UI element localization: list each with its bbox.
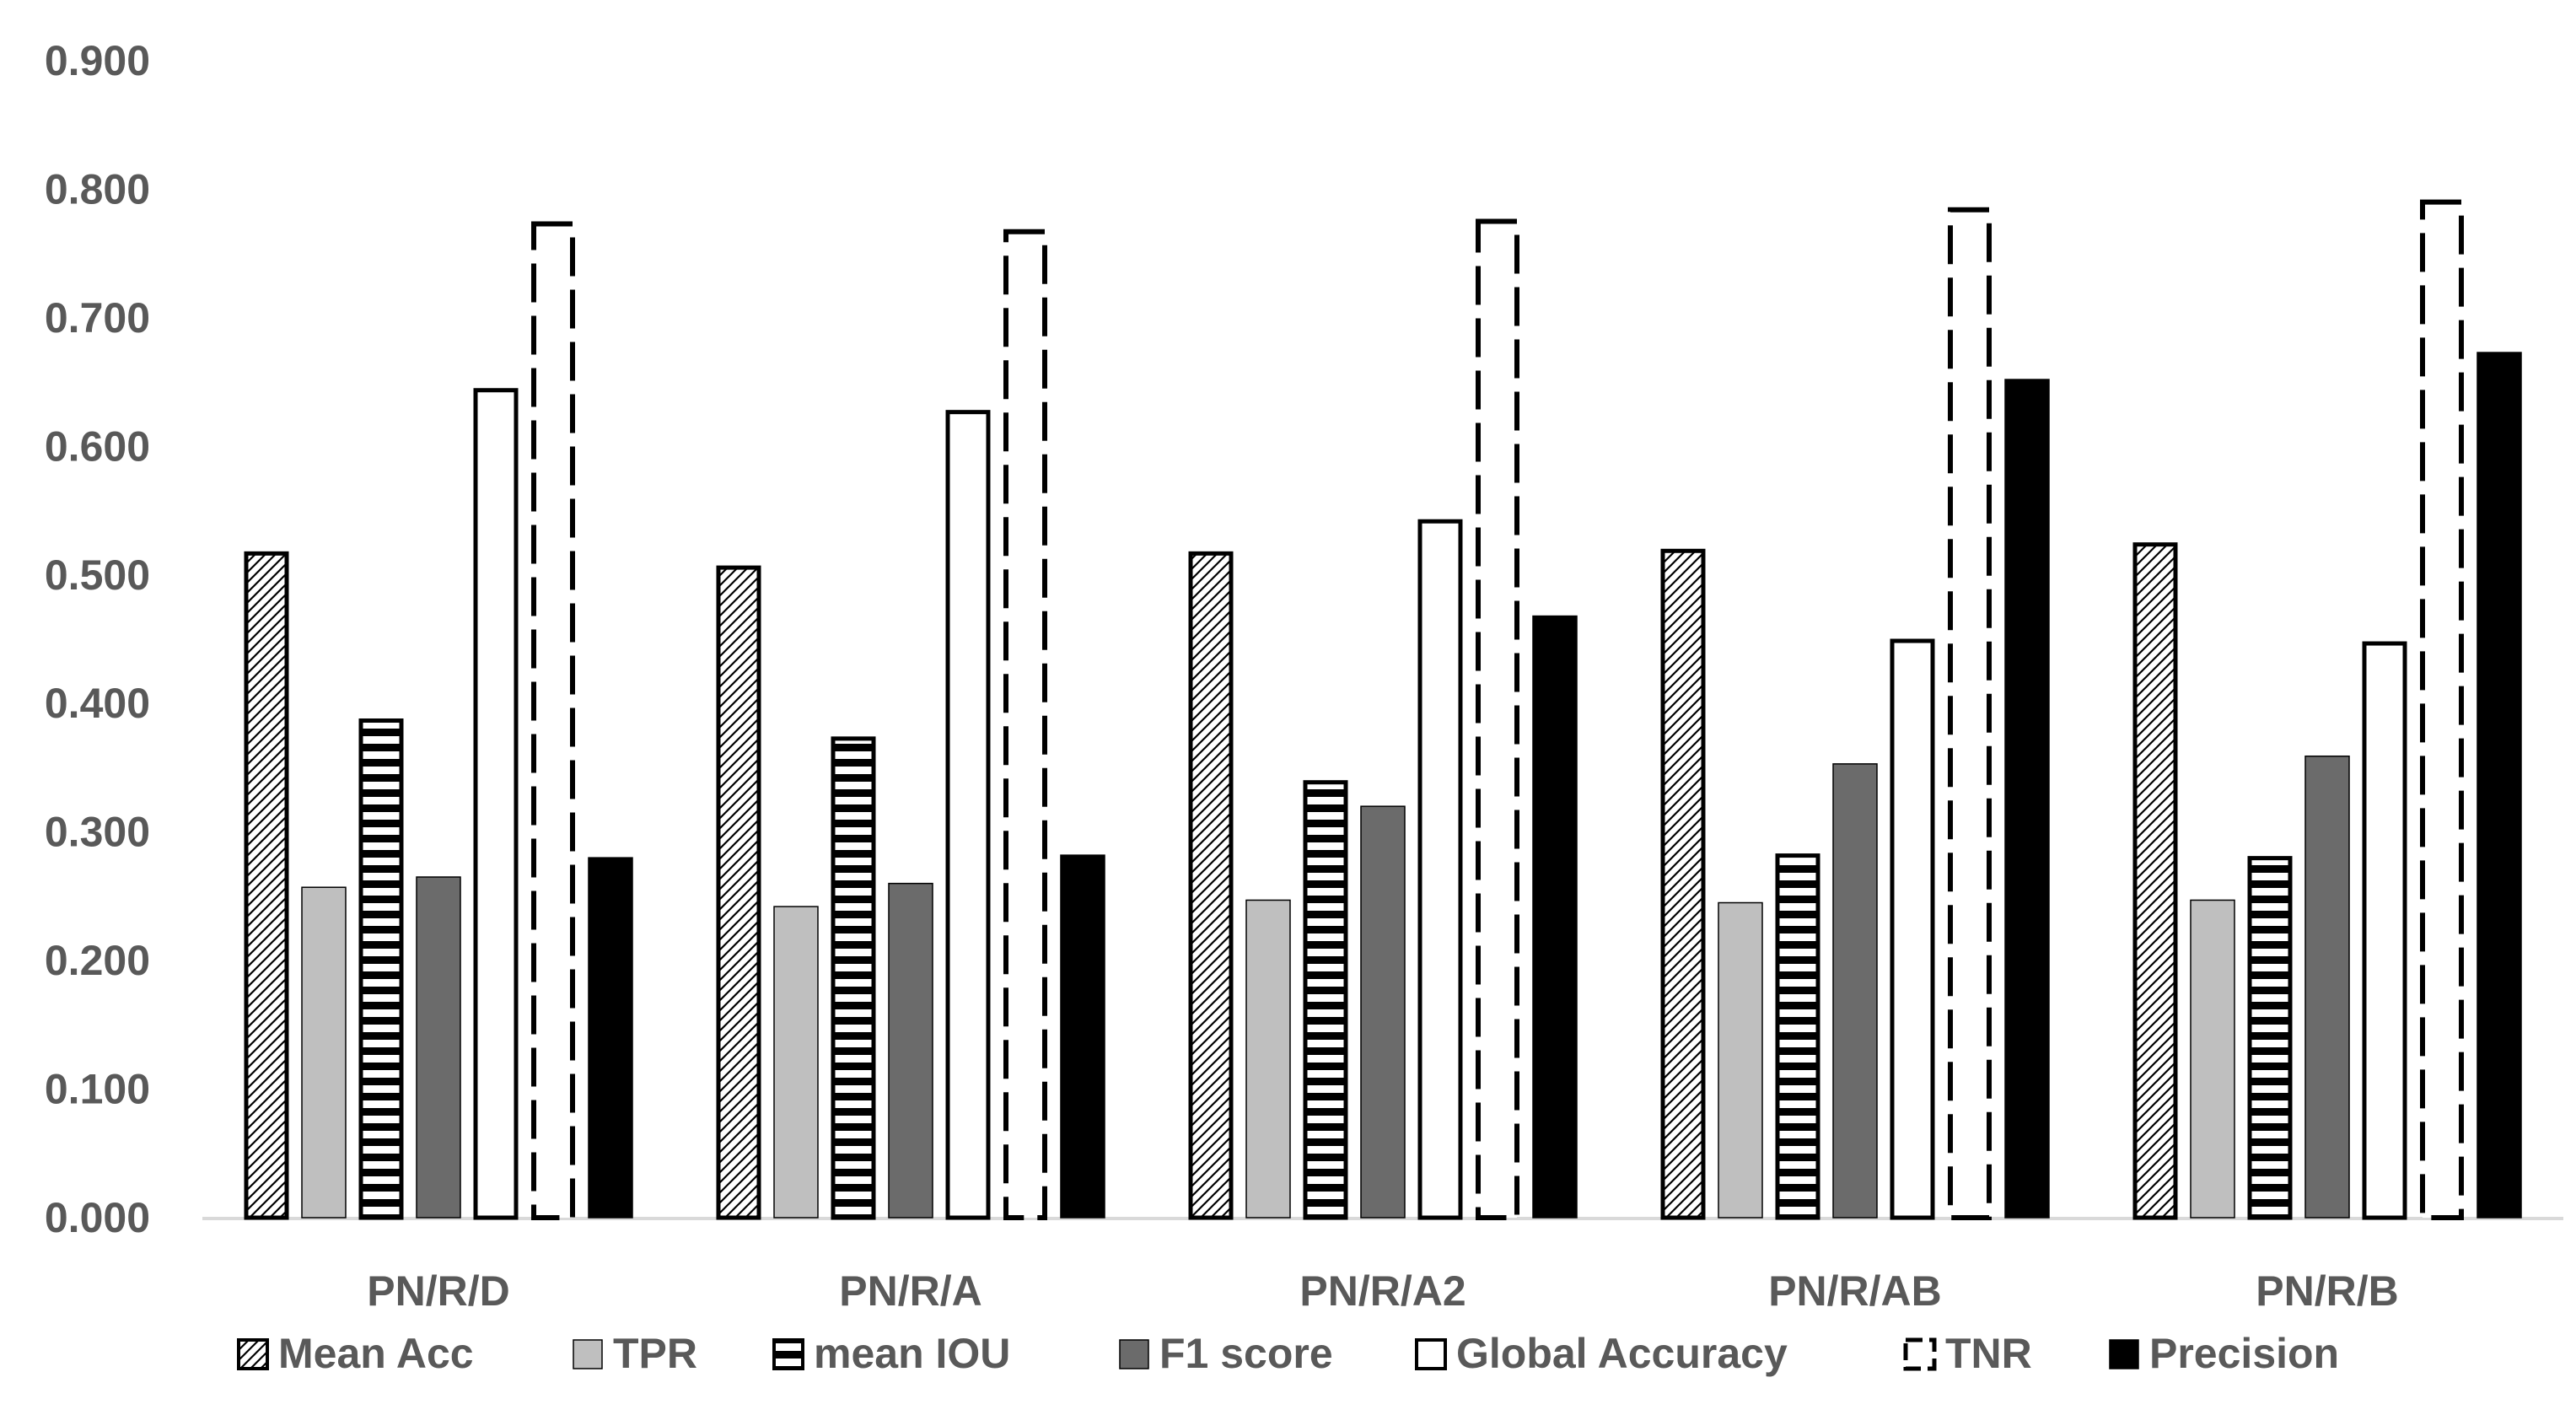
bar-tpr-pn-r-ab bbox=[1718, 901, 1763, 1219]
bar-tnr-pn-r-b bbox=[2420, 199, 2464, 1220]
legend-label: TPR bbox=[613, 1330, 697, 1377]
x-category-label: PN/R/A2 bbox=[1299, 1267, 1465, 1315]
y-tick-label: 0.600 bbox=[45, 422, 150, 470]
bar-tnr-pn-r-d bbox=[531, 221, 575, 1220]
bar-precision-pn-r-b bbox=[2477, 352, 2522, 1219]
x-category-label: PN/R/AB bbox=[1768, 1267, 1942, 1315]
bar-tnr-pn-r-a bbox=[1003, 229, 1047, 1220]
bar-global-accuracy-pn-r-a2 bbox=[1417, 519, 1463, 1220]
bar-f1-score-pn-r-a2 bbox=[1360, 805, 1406, 1219]
legend-swatch-precision bbox=[2109, 1339, 2139, 1369]
bar-global-accuracy-pn-r-d bbox=[473, 388, 519, 1220]
legend-swatch-f1-score bbox=[1119, 1339, 1149, 1369]
bar-mean-acc-pn-r-ab bbox=[1660, 548, 1706, 1220]
x-category-label: PN/R/D bbox=[367, 1267, 509, 1315]
bar-mean-acc-pn-r-a bbox=[716, 565, 761, 1220]
bar-mean-iou-pn-r-b bbox=[2247, 856, 2293, 1220]
y-tick-label: 0.100 bbox=[45, 1066, 150, 1113]
bar-tnr-pn-r-ab bbox=[1948, 207, 1992, 1221]
y-tick-label: 0.000 bbox=[45, 1194, 150, 1241]
bar-tnr-pn-r-a2 bbox=[1476, 218, 1519, 1220]
bar-tpr-pn-r-a2 bbox=[1245, 899, 1291, 1219]
legend-swatch-mean-iou bbox=[772, 1338, 804, 1370]
legend-swatch-tnr bbox=[1903, 1337, 1937, 1371]
bar-mean-iou-pn-r-ab bbox=[1775, 853, 1820, 1220]
bar-global-accuracy-pn-r-a bbox=[945, 410, 991, 1220]
bar-precision-pn-r-a2 bbox=[1532, 615, 1578, 1219]
bar-mean-acc-pn-r-b bbox=[2132, 542, 2178, 1220]
bar-global-accuracy-pn-r-ab bbox=[1890, 638, 1935, 1220]
bar-tpr-pn-r-a bbox=[773, 906, 819, 1219]
bar-f1-score-pn-r-b bbox=[2304, 755, 2350, 1219]
legend-label: TNR bbox=[1945, 1330, 2032, 1377]
y-tick-label: 0.400 bbox=[45, 680, 150, 727]
y-tick-label: 0.200 bbox=[45, 937, 150, 984]
bar-mean-acc-pn-r-a2 bbox=[1188, 551, 1234, 1220]
bar-f1-score-pn-r-d bbox=[416, 876, 461, 1219]
legend-swatch-global-accuracy bbox=[1415, 1338, 1447, 1370]
legend-label: Precision bbox=[2149, 1330, 2339, 1377]
bar-global-accuracy-pn-r-b bbox=[2362, 641, 2407, 1220]
bar-tpr-pn-r-d bbox=[301, 886, 347, 1219]
y-tick-label: 0.300 bbox=[45, 809, 150, 856]
legend-swatch-tpr bbox=[573, 1339, 603, 1369]
y-tick-label: 0.700 bbox=[45, 294, 150, 342]
bar-f1-score-pn-r-ab bbox=[1832, 763, 1878, 1219]
bar-precision-pn-r-ab bbox=[2004, 379, 2050, 1219]
bar-precision-pn-r-d bbox=[588, 857, 633, 1219]
bar-mean-iou-pn-r-a bbox=[831, 736, 876, 1220]
y-tick-label: 0.500 bbox=[45, 551, 150, 599]
legend-label: F1 score bbox=[1159, 1330, 1333, 1377]
bar-tpr-pn-r-b bbox=[2190, 899, 2235, 1219]
y-tick-label: 0.800 bbox=[45, 165, 150, 213]
y-tick-label: 0.900 bbox=[45, 37, 150, 84]
legend-label: Mean Acc bbox=[278, 1330, 474, 1377]
legend-label: Global Accuracy bbox=[1456, 1330, 1788, 1377]
bar-mean-acc-pn-r-d bbox=[244, 551, 289, 1220]
x-category-label: PN/R/B bbox=[2256, 1267, 2398, 1315]
x-category-label: PN/R/A bbox=[839, 1267, 981, 1315]
legend-label: mean IOU bbox=[814, 1330, 1010, 1377]
legend-swatch-mean-acc bbox=[237, 1338, 269, 1370]
bar-f1-score-pn-r-a bbox=[888, 882, 933, 1219]
bar-mean-iou-pn-r-a2 bbox=[1303, 780, 1348, 1220]
bar-mean-iou-pn-r-d bbox=[358, 718, 404, 1220]
bar-precision-pn-r-a bbox=[1060, 854, 1105, 1219]
